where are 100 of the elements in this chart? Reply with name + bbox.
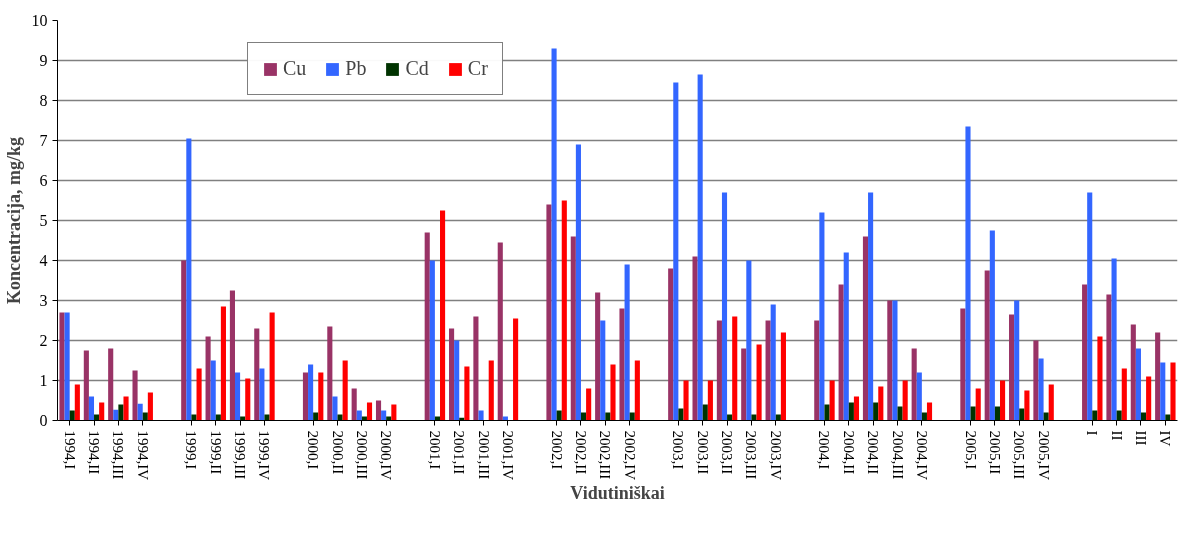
bar xyxy=(1000,380,1006,421)
bar xyxy=(1048,384,1054,421)
bar xyxy=(984,270,990,421)
bar xyxy=(697,74,703,421)
x-tick-label: 2000,I xyxy=(305,430,322,470)
bar xyxy=(147,392,153,421)
bar xyxy=(819,212,825,421)
bar xyxy=(575,144,581,421)
bar xyxy=(814,320,820,421)
bar xyxy=(473,316,479,421)
x-tick-label: 1999,II xyxy=(207,430,224,475)
bar xyxy=(1111,258,1117,421)
bar xyxy=(1033,340,1039,421)
bar xyxy=(342,360,348,421)
x-tick-label: 2002,II xyxy=(572,430,589,475)
bar xyxy=(327,326,333,421)
x-tick-label: 2005,II xyxy=(986,430,1003,475)
bar xyxy=(678,408,684,421)
x-tick-label: 1994,III xyxy=(110,430,127,480)
bar xyxy=(770,304,776,421)
bar xyxy=(673,82,679,421)
bar xyxy=(454,340,460,421)
bar xyxy=(259,368,265,421)
bar xyxy=(118,404,124,421)
bar xyxy=(1097,336,1103,421)
bar xyxy=(488,360,494,421)
bar xyxy=(186,138,192,421)
bar xyxy=(302,372,309,421)
x-tick-label: 2003,II xyxy=(694,430,711,475)
bar xyxy=(269,312,275,421)
bar xyxy=(59,312,65,421)
bar xyxy=(351,388,357,421)
y-tick-label: 1 xyxy=(39,372,48,389)
bar xyxy=(254,328,260,421)
y-tick-label: 8 xyxy=(39,92,48,109)
bar xyxy=(440,210,446,421)
legend-label: Pb xyxy=(345,57,367,80)
bar xyxy=(264,414,270,421)
x-tick-label: 2003,III xyxy=(743,430,760,480)
bar xyxy=(683,380,689,421)
bar xyxy=(824,404,830,421)
x-tick-label: IV xyxy=(1157,430,1174,447)
bar xyxy=(1082,284,1088,421)
legend-label: Cu xyxy=(283,57,307,80)
x-tick-label: 2004,III xyxy=(889,430,906,480)
bar xyxy=(1087,192,1093,421)
bar xyxy=(229,290,235,421)
bar xyxy=(478,410,484,421)
bar xyxy=(765,320,771,421)
y-axis-title: Koncentracija, mg/kg xyxy=(3,137,24,304)
bar xyxy=(88,396,95,421)
legend-label: Cd xyxy=(405,57,429,80)
bar xyxy=(83,350,89,421)
y-tick-label: 2 xyxy=(39,332,48,349)
bar xyxy=(960,308,966,421)
y-tick-label: 4 xyxy=(39,252,48,269)
bar xyxy=(975,388,981,421)
bar xyxy=(210,360,216,421)
bar xyxy=(570,236,576,421)
x-tick-label: 2001,IV xyxy=(499,430,516,481)
bar xyxy=(1135,348,1141,421)
bar xyxy=(1009,314,1015,421)
x-tick-label: 2005,I xyxy=(962,430,979,470)
x-tick-label: 2003,I xyxy=(670,430,687,470)
bar xyxy=(732,316,738,421)
bar xyxy=(721,192,728,421)
y-tick-label: 0 xyxy=(39,412,48,429)
x-tick-label: 1994,II xyxy=(86,430,103,475)
bar xyxy=(561,200,567,421)
bar xyxy=(707,380,713,421)
bar xyxy=(235,372,241,421)
x-tick-label: 2002,IV xyxy=(621,430,638,481)
bar xyxy=(1155,332,1161,421)
bar xyxy=(600,320,606,421)
x-tick-label: III xyxy=(1132,430,1149,446)
bar xyxy=(332,396,338,421)
bar xyxy=(751,414,757,421)
bar xyxy=(780,332,786,421)
bar xyxy=(1014,300,1020,421)
bar xyxy=(424,232,430,421)
bar xyxy=(702,404,708,421)
bar xyxy=(902,380,908,421)
bar xyxy=(878,386,884,421)
legend-label: Cr xyxy=(467,57,488,80)
bar xyxy=(391,404,397,421)
bar xyxy=(1121,368,1127,421)
bar xyxy=(113,409,119,421)
bar xyxy=(366,402,373,421)
bar xyxy=(1130,324,1136,421)
bar xyxy=(191,414,197,421)
x-tick-label: 2001,III xyxy=(475,430,492,480)
bar xyxy=(513,318,519,421)
y-tick-label: 9 xyxy=(39,52,48,69)
x-tick-label: 2004,IV xyxy=(913,430,930,481)
bar xyxy=(108,348,114,421)
bar xyxy=(911,348,917,421)
bar xyxy=(375,400,382,421)
bar xyxy=(464,366,470,421)
bar xyxy=(137,403,143,421)
bar xyxy=(64,312,70,421)
